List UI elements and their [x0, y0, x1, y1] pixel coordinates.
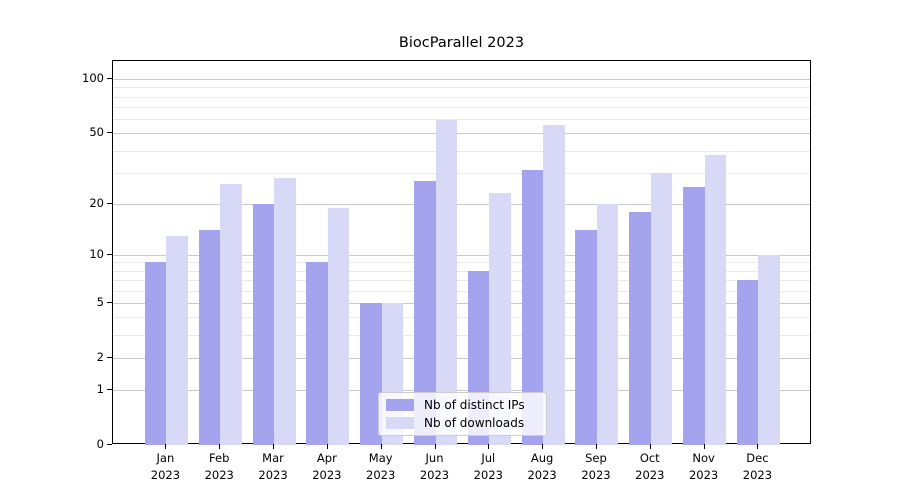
x-tick [165, 444, 167, 449]
x-tick [757, 444, 759, 449]
major-gridline [113, 203, 810, 205]
bar-nb-of-downloads-feb [220, 183, 242, 445]
y-tick [107, 301, 112, 303]
x-tick-label: Jan 2023 [150, 451, 181, 482]
y-tick-label: 0 [96, 437, 104, 451]
bar-nb-of-downloads-sep [596, 203, 619, 445]
y-tick-label: 20 [89, 195, 104, 210]
x-tick [488, 444, 490, 449]
bar-nb-of-downloads-jun [435, 120, 457, 445]
minor-gridline [113, 87, 810, 89]
x-tick [219, 444, 221, 449]
y-tick [107, 444, 112, 445]
x-tick-label: Apr 2023 [312, 451, 342, 482]
y-tick-label: 50 [89, 125, 104, 140]
minor-gridline [113, 172, 810, 174]
x-tick [326, 444, 328, 449]
x-tick [703, 444, 705, 449]
bar-nb-of-downloads-oct [650, 172, 673, 445]
legend-swatch-distinct-ips [386, 399, 414, 411]
x-tick-label: Dec 2023 [742, 451, 773, 482]
minor-gridline [113, 290, 810, 292]
x-tick [595, 444, 597, 449]
y-tick-label: 100 [82, 71, 104, 86]
y-tick-label: 10 [89, 246, 104, 261]
y-tick [107, 78, 112, 80]
minor-gridline [113, 317, 810, 319]
bar-nb-of-downloads-jan [166, 235, 188, 445]
y-tick [107, 253, 112, 255]
x-tick-label: Oct 2023 [635, 451, 665, 482]
bar-nb-of-distinct-ips-jun [414, 180, 436, 445]
bar-nb-of-downloads-dec [758, 254, 780, 445]
y-tick-label: 5 [96, 294, 104, 309]
bar-nb-of-distinct-ips-oct [629, 211, 651, 445]
bar-nb-of-distinct-ips-apr [306, 262, 328, 445]
minor-gridline [113, 280, 810, 282]
legend-item-downloads: Nb of downloads [386, 416, 546, 430]
major-gridline [113, 390, 810, 392]
major-gridline [113, 357, 810, 359]
major-gridline [113, 302, 810, 304]
bar-nb-of-distinct-ips-feb [198, 230, 221, 445]
y-tick-label: 1 [96, 382, 104, 397]
major-gridline [113, 79, 810, 81]
x-tick-label: Jul 2023 [473, 451, 503, 482]
bar-nb-of-downloads-apr [327, 207, 350, 445]
x-tick-label: Nov 2023 [688, 451, 719, 482]
bar-nb-of-distinct-ips-jan [144, 262, 167, 445]
x-tick-label: Aug 2023 [527, 451, 557, 482]
legend: Nb of distinct IPs Nb of downloads [378, 392, 547, 436]
major-gridline [113, 133, 810, 135]
x-tick [542, 444, 544, 449]
minor-gridline [113, 262, 810, 264]
minor-gridline [113, 335, 810, 337]
major-gridline [113, 254, 810, 256]
x-tick-label: Feb 2023 [204, 451, 234, 482]
minor-gridline [113, 270, 810, 272]
bar-nb-of-distinct-ips-mar [252, 203, 275, 445]
bar-nb-of-downloads-mar [274, 178, 296, 445]
chart-title: BiocParallel 2023 [398, 35, 525, 51]
x-tick [380, 444, 382, 449]
legend-label-downloads: Nb of downloads [424, 416, 525, 430]
minor-gridline [113, 107, 810, 109]
bar-nb-of-distinct-ips-sep [575, 230, 597, 445]
legend-label-distinct-ips: Nb of distinct IPs [424, 398, 525, 412]
bar-nb-of-downloads-nov [704, 154, 727, 445]
legend-item-distinct-ips: Nb of distinct IPs [386, 398, 546, 412]
x-tick-label: May 2023 [366, 451, 396, 482]
plot-area [112, 60, 811, 445]
legend-swatch-downloads [386, 417, 414, 429]
x-tick [273, 444, 275, 449]
minor-gridline [113, 150, 810, 152]
y-tick [107, 202, 112, 204]
x-tick-label: Sep 2023 [581, 451, 611, 482]
bar-nb-of-distinct-ips-may [360, 302, 382, 445]
y-tick-label: 2 [96, 349, 104, 364]
minor-gridline [113, 119, 810, 121]
bar-nb-of-downloads-jul [489, 193, 511, 445]
bar-nb-of-distinct-ips-aug [521, 170, 544, 445]
bar-nb-of-downloads-aug [543, 124, 565, 445]
x-tick [434, 444, 436, 449]
y-tick [107, 132, 112, 134]
x-tick-label: Jun 2023 [419, 451, 450, 482]
y-tick [107, 356, 112, 358]
y-tick [107, 389, 112, 391]
x-tick-label: Mar 2023 [258, 451, 288, 482]
x-tick [649, 444, 651, 449]
bar-nb-of-distinct-ips-nov [683, 186, 705, 445]
minor-gridline [113, 96, 810, 98]
bar-nb-of-distinct-ips-dec [736, 280, 759, 445]
